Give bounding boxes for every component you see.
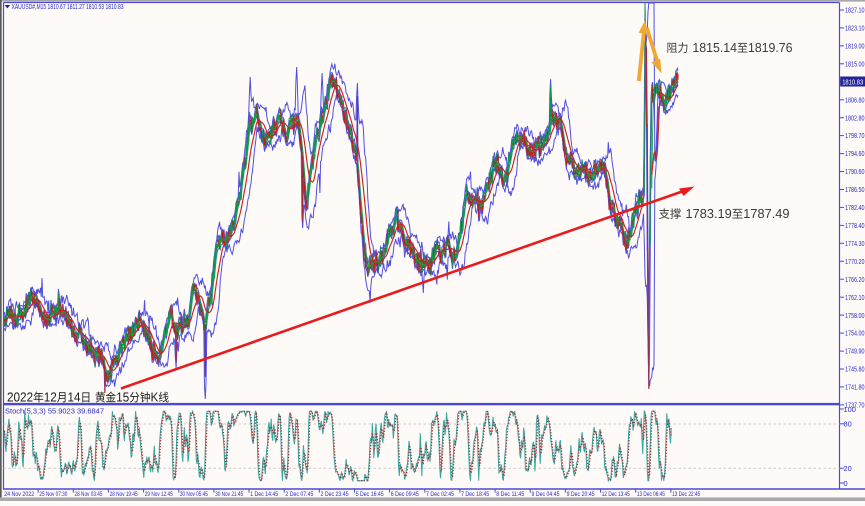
svg-text:1754.00: 1754.00	[845, 329, 865, 338]
svg-text:1810.83: 1810.83	[842, 77, 863, 86]
svg-text:1766.20: 1766.20	[845, 275, 865, 284]
svg-text:1762.10: 1762.10	[845, 293, 865, 302]
svg-text:24 Nov 2022: 24 Nov 2022	[4, 491, 34, 498]
svg-text:1782.40: 1782.40	[845, 203, 865, 212]
svg-text:28 Nov 03:45: 28 Nov 03:45	[75, 491, 103, 498]
svg-text:1827.10: 1827.10	[845, 6, 865, 15]
svg-text:1798.70: 1798.70	[845, 131, 865, 140]
svg-text:30 Nov 21:45: 30 Nov 21:45	[215, 491, 243, 498]
svg-text:1786.50: 1786.50	[845, 185, 865, 194]
svg-text:XAUUSD#,M15 1810.67 1811.27 1: XAUUSD#,M15 1810.67 1811.27 1810.53 1810…	[12, 2, 124, 11]
svg-text:1758.00: 1758.00	[845, 311, 865, 320]
svg-text:1741.80: 1741.80	[845, 383, 865, 392]
svg-text:25 Nov 07:30: 25 Nov 07:30	[39, 491, 67, 498]
svg-text:1749.90: 1749.90	[845, 347, 865, 356]
svg-text:20: 20	[844, 464, 852, 473]
svg-text:1819.00: 1819.00	[845, 42, 865, 51]
svg-text:7 Dec 02:45: 7 Dec 02:45	[426, 491, 454, 498]
svg-text:1802.80: 1802.80	[845, 113, 865, 122]
svg-text:1745.80: 1745.80	[845, 365, 865, 374]
svg-text:1790.60: 1790.60	[845, 167, 865, 176]
svg-text:6 Dec 09:45: 6 Dec 09:45	[391, 491, 419, 498]
svg-text:8 Dec 11:45: 8 Dec 11:45	[496, 491, 524, 498]
svg-text:13 Dec 06:45: 13 Dec 06:45	[637, 491, 665, 498]
svg-text:100: 100	[844, 405, 856, 414]
svg-text:1 Dec 14:45: 1 Dec 14:45	[250, 491, 278, 498]
svg-text:1737.70: 1737.70	[845, 401, 865, 410]
svg-text:28 Nov 19:45: 28 Nov 19:45	[110, 491, 138, 498]
svg-text:12 Dec 13:45: 12 Dec 13:45	[602, 491, 630, 498]
svg-text:1774.30: 1774.30	[845, 239, 865, 248]
svg-text:0: 0	[844, 479, 848, 488]
svg-text:80: 80	[844, 420, 852, 429]
svg-text:2 Dec 07:45: 2 Dec 07:45	[285, 491, 313, 498]
svg-text:29 Nov 12:45: 29 Nov 12:45	[145, 491, 173, 498]
svg-text:9 Dec 20:45: 9 Dec 20:45	[567, 491, 595, 498]
svg-text:7 Dec 18:45: 7 Dec 18:45	[461, 491, 489, 498]
svg-text:1770.20: 1770.20	[845, 257, 865, 266]
svg-text:1815.00: 1815.00	[845, 59, 865, 68]
svg-text:9 Dec 04:45: 9 Dec 04:45	[532, 491, 560, 498]
svg-text:5 Dec 16:45: 5 Dec 16:45	[356, 491, 384, 498]
svg-text:1806.80: 1806.80	[845, 95, 865, 104]
svg-text:1794.60: 1794.60	[845, 149, 865, 158]
svg-text:1778.40: 1778.40	[845, 221, 865, 230]
svg-text:2 Dec 23:45: 2 Dec 23:45	[321, 491, 349, 498]
svg-text:13 Dec 22:45: 13 Dec 22:45	[672, 491, 700, 498]
svg-text:30 Nov 05:45: 30 Nov 05:45	[180, 491, 208, 498]
svg-text:Stoch(5,3,3) 55.9023 39.6847: Stoch(5,3,3) 55.9023 39.6847	[5, 407, 104, 416]
svg-text:1823.10: 1823.10	[845, 24, 865, 33]
